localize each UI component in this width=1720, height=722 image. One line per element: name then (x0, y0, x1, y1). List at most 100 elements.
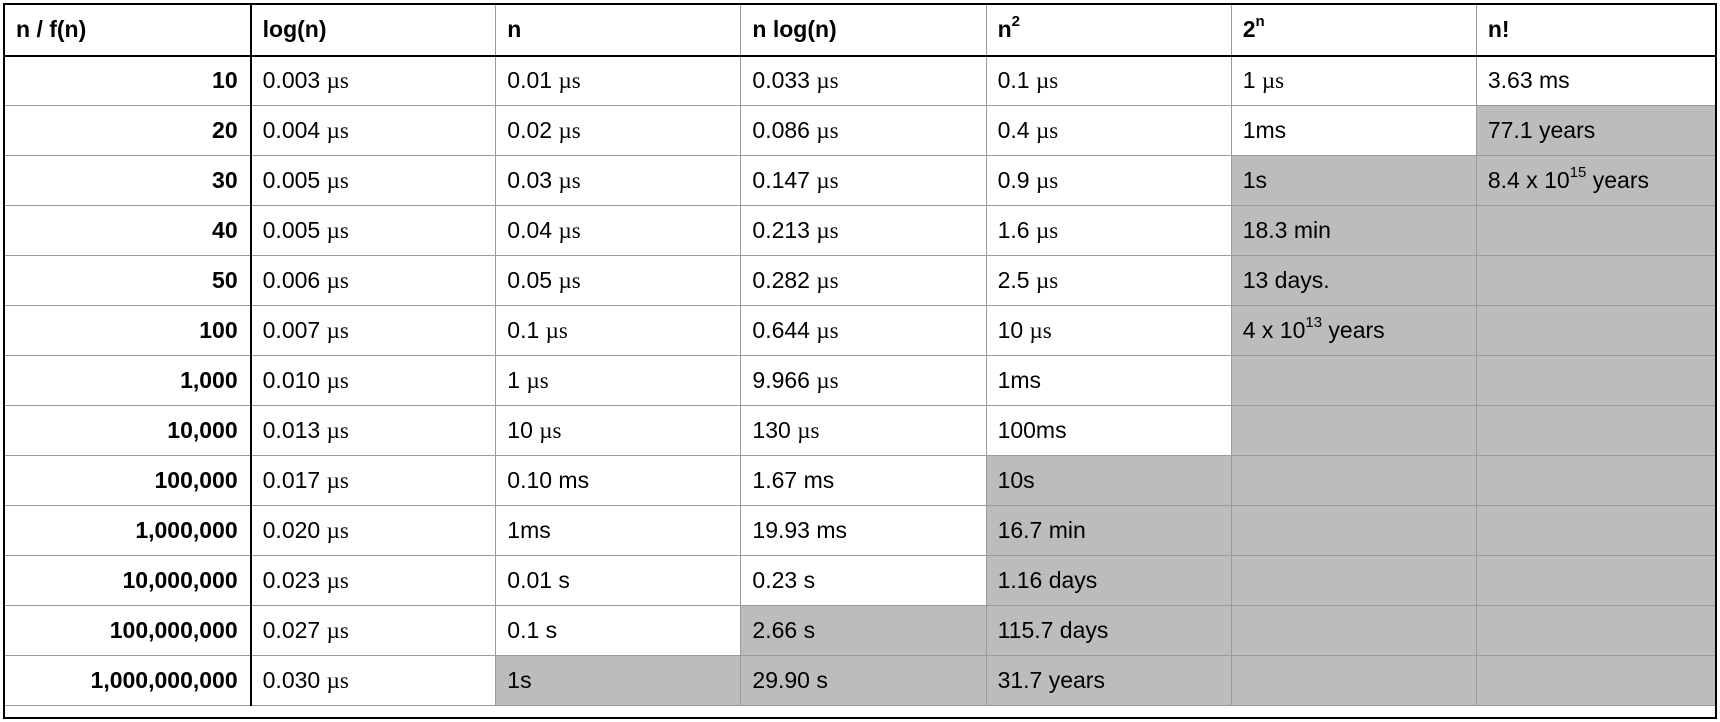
cell-value: 0.027 (262, 617, 321, 643)
cell-log-n: 0.007 µs (250, 305, 497, 356)
cell-value: 31.7 years (997, 667, 1105, 693)
row-n-value: 100 (5, 305, 252, 356)
cell-n: 1 µs (495, 355, 742, 406)
cell-value: 0.644 (752, 317, 810, 343)
cell-value: 16.7 min (997, 517, 1086, 543)
cell-value: 1s (1242, 167, 1267, 193)
cell-n-log-n: 9.966 µs (740, 355, 987, 406)
header-label: log(n) (262, 16, 327, 43)
cell-value: 0.086 (752, 117, 810, 143)
cell-n-factorial (1475, 455, 1715, 506)
cell-unit: µs (816, 68, 839, 94)
cell-n-squared: 115.7 days (985, 605, 1232, 656)
header-n-factorial: n! (1475, 5, 1715, 57)
cell-n-squared: 1ms (985, 355, 1232, 406)
cell-log-n: 0.010 µs (250, 355, 497, 406)
cell-value: 0.006 (262, 267, 321, 293)
cell-value: 0.05 (507, 267, 553, 293)
cell-unit: µs (326, 368, 349, 393)
cell-two-to-n: 18.3 min (1230, 205, 1477, 256)
cell-two-to-n (1230, 655, 1477, 706)
cell-value: 18.3 min (1242, 217, 1331, 243)
cell-unit: µs (1035, 168, 1059, 193)
cell-log-n: 0.006 µs (250, 255, 497, 306)
cell-value: 0.017 (262, 467, 321, 493)
cell-n-log-n: 29.90 s (740, 655, 987, 706)
cell-n-log-n: 0.213 µs (740, 205, 987, 256)
header-n-log-n: n log(n) (740, 5, 987, 57)
cell-n-factorial (1475, 405, 1715, 456)
cell-n-factorial (1475, 305, 1715, 356)
cell-n-log-n: 1.67 ms (740, 455, 987, 506)
cell-two-to-n (1230, 355, 1477, 406)
cell-unit: µs (326, 418, 349, 443)
cell-value: 0.020 (262, 517, 321, 543)
cell-value: 1.67 ms (752, 467, 835, 493)
cell-value: 3.63 ms (1487, 67, 1570, 94)
cell-value: 1ms (1242, 117, 1287, 143)
table-row: 100,000 0.017 µs 0.10 ms 1.67 ms 10s (5, 455, 1715, 506)
cell-value: 0.213 (752, 217, 810, 243)
cell-unit: µs (558, 268, 581, 293)
cell-value: 8.4 x 10 (1487, 167, 1570, 193)
cell-value: 9.966 (752, 367, 810, 393)
cell-n-log-n: 2.66 s (740, 605, 987, 656)
cell-n-squared: 1.6 µs (985, 205, 1232, 256)
cell-value: 1.6 (997, 217, 1030, 243)
cell-unit: µs (326, 318, 349, 343)
header-label: n (507, 16, 522, 43)
cell-unit: µs (326, 518, 349, 543)
cell-value: 0.033 (752, 67, 810, 94)
cell-unit: µs (558, 118, 581, 143)
cell-unit: µs (326, 268, 349, 293)
cell-log-n: 0.004 µs (250, 105, 497, 156)
cell-two-to-n: 1 µs (1230, 55, 1477, 106)
cell-n-factorial (1475, 255, 1715, 306)
cell-two-to-n (1230, 605, 1477, 656)
cell-log-n: 0.027 µs (250, 605, 497, 656)
cell-unit: µs (558, 68, 581, 94)
header-label: n log(n) (752, 16, 837, 43)
cell-n-log-n: 19.93 ms (740, 505, 987, 556)
cell-unit: µs (797, 418, 820, 443)
header-n-over-fn: n / f(n) (5, 5, 252, 57)
cell-n: 0.05 µs (495, 255, 742, 306)
header-superscript: n (1255, 13, 1265, 31)
cell-two-to-n (1230, 455, 1477, 506)
table-row: 40 0.005 µs 0.04 µs 0.213 µs 1.6 µs 18.3 min (5, 205, 1715, 256)
row-n-value: 20 (5, 105, 252, 156)
cell-value: 0.9 (997, 167, 1030, 193)
cell-n-squared: 31.7 years (985, 655, 1232, 706)
cell-unit: µs (816, 268, 839, 293)
table-row: 20 0.004 µs 0.02 µs 0.086 µs 0.4 µs 1ms 77.1 y… (5, 105, 1715, 156)
cell-n-factorial (1475, 605, 1715, 656)
cell-value: 77.1 years (1487, 117, 1596, 143)
cell-n: 1s (495, 655, 742, 706)
cell-n-squared: 100ms (985, 405, 1232, 456)
table-row: 100 0.007 µs 0.1 µs 0.644 µs 10 µs 4 x 1013 y… (5, 305, 1715, 356)
cell-n: 0.02 µs (495, 105, 742, 156)
cell-value: 0.4 (997, 117, 1030, 143)
cell-n: 0.04 µs (495, 205, 742, 256)
cell-value: 0.003 (262, 67, 321, 94)
header-label: n! (1487, 16, 1510, 43)
cell-value: 10s (997, 467, 1035, 493)
cell-unit: µs (1261, 68, 1285, 94)
cell-value: 0.282 (752, 267, 810, 293)
cell-n: 0.03 µs (495, 155, 742, 206)
cell-value: 1 (1242, 67, 1256, 94)
cell-value: 115.7 days (997, 617, 1109, 643)
cell-value: 0.1 (507, 317, 540, 343)
cell-log-n: 0.020 µs (250, 505, 497, 556)
cell-n-factorial (1475, 355, 1715, 406)
cell-two-to-n (1230, 505, 1477, 556)
cell-n-log-n: 0.147 µs (740, 155, 987, 206)
cell-unit: µs (326, 168, 349, 193)
header-label: n / f(n) (16, 16, 87, 43)
header-log-n: log(n) (250, 5, 497, 57)
cell-n-squared: 0.4 µs (985, 105, 1232, 156)
cell-n-factorial (1475, 655, 1715, 706)
cell-value: 0.004 (262, 117, 321, 143)
cell-unit: µs (326, 668, 349, 693)
cell-log-n: 0.017 µs (250, 455, 497, 506)
